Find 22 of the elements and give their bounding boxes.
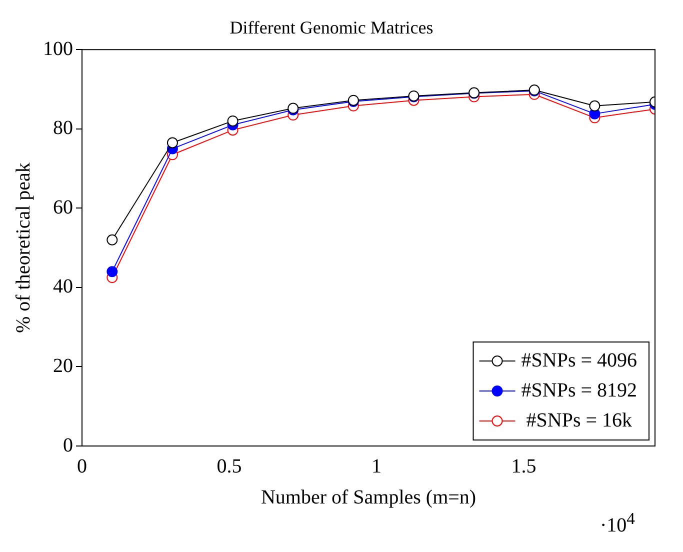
y-tick-label: 40: [53, 276, 73, 298]
legend-label: #SNPs = 4096: [521, 349, 638, 372]
legend-label: #SNPs = 16k: [521, 409, 632, 432]
y-tick-label: 60: [53, 196, 73, 218]
x-tick-label: 1.5: [511, 455, 536, 478]
y-tick-label: 80: [53, 117, 73, 140]
y-tick-label: 0: [63, 434, 73, 456]
chart-title: Different Genomic Matrices: [230, 18, 434, 38]
point: [106, 266, 118, 278]
point: [227, 115, 238, 126]
y-axis-title: % of theoretical peak: [12, 162, 34, 334]
text: ·10$^{4}$: [600, 509, 635, 538]
x-tick-label: 1: [372, 455, 382, 478]
x-tick-label: 0: [77, 455, 87, 478]
y-tick-label: 100: [43, 38, 73, 60]
x-tick-label: 0.5: [216, 455, 242, 478]
y-tick-label: 20: [53, 354, 73, 377]
point: [589, 100, 600, 112]
legend-label: #SNPs = 8192: [521, 379, 638, 402]
point: [166, 137, 178, 148]
x-axis-title: Number of Samples (m=n): [260, 486, 476, 508]
point: [106, 234, 118, 246]
